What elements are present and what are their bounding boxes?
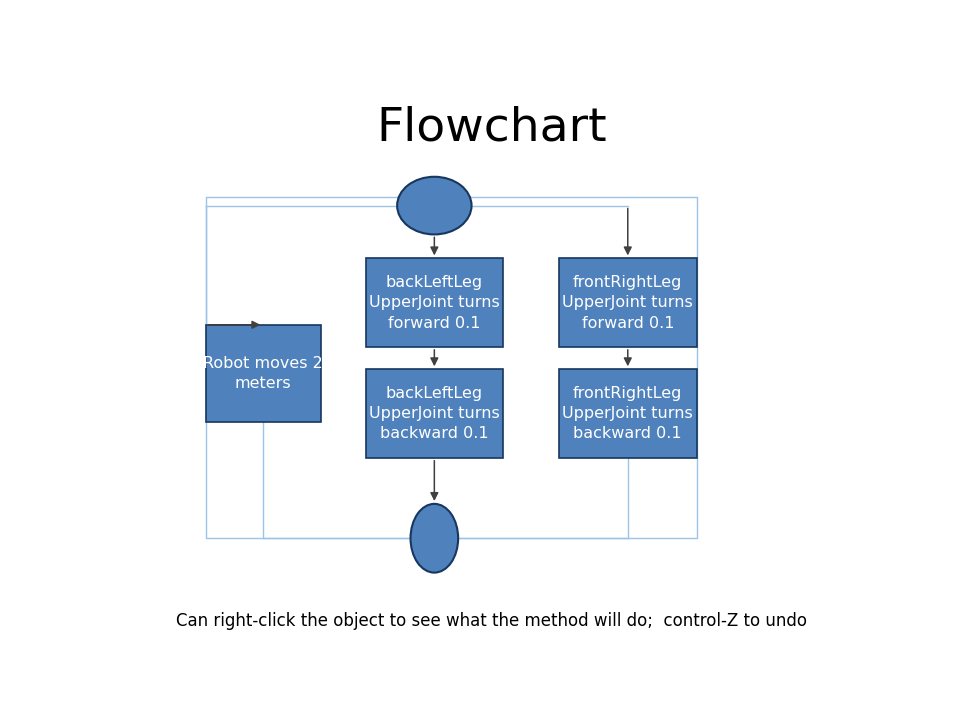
Ellipse shape xyxy=(397,177,471,235)
FancyBboxPatch shape xyxy=(366,258,503,347)
Text: Can right-click the object to see what the method will do;  control-Z to undo: Can right-click the object to see what t… xyxy=(177,613,807,631)
FancyBboxPatch shape xyxy=(205,325,321,422)
Text: Flowchart: Flowchart xyxy=(376,105,608,150)
FancyBboxPatch shape xyxy=(559,258,697,347)
Text: backLeftLeg
UpperJoint turns
forward 0.1: backLeftLeg UpperJoint turns forward 0.1 xyxy=(369,275,500,330)
Text: frontRightLeg
UpperJoint turns
backward 0.1: frontRightLeg UpperJoint turns backward … xyxy=(563,386,693,441)
Text: frontRightLeg
UpperJoint turns
forward 0.1: frontRightLeg UpperJoint turns forward 0… xyxy=(563,275,693,330)
Ellipse shape xyxy=(411,504,458,572)
FancyBboxPatch shape xyxy=(366,369,503,458)
Text: backLeftLeg
UpperJoint turns
backward 0.1: backLeftLeg UpperJoint turns backward 0.… xyxy=(369,386,500,441)
Text: Robot moves 2
meters: Robot moves 2 meters xyxy=(204,356,324,391)
FancyBboxPatch shape xyxy=(559,369,697,458)
